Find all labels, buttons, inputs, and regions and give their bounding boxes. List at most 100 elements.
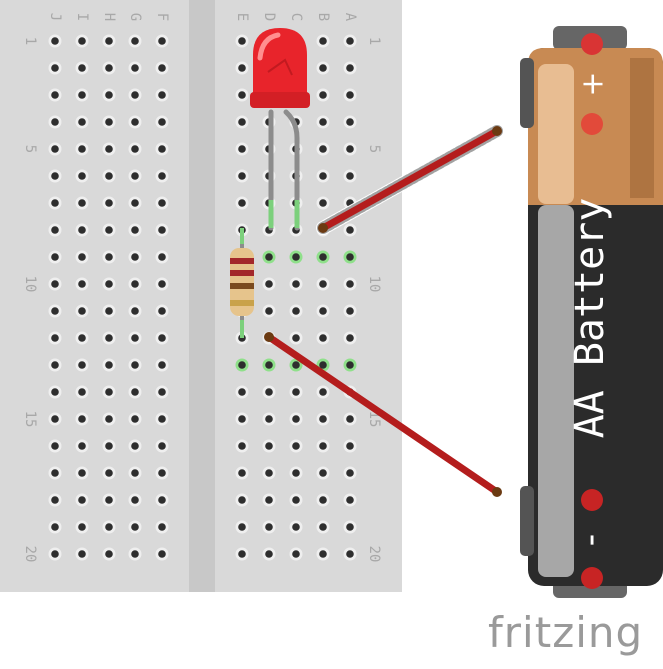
- breadboard-hole[interactable]: [319, 172, 327, 180]
- breadboard-hole[interactable]: [51, 226, 59, 234]
- breadboard-hole[interactable]: [292, 550, 300, 558]
- breadboard-hole[interactable]: [238, 550, 246, 558]
- breadboard-hole[interactable]: [78, 496, 86, 504]
- breadboard-hole[interactable]: [319, 64, 327, 72]
- breadboard-hole[interactable]: [292, 334, 300, 342]
- breadboard-hole[interactable]: [346, 307, 354, 315]
- breadboard-hole[interactable]: [292, 415, 300, 423]
- breadboard-hole[interactable]: [319, 334, 327, 342]
- breadboard-hole[interactable]: [238, 118, 246, 126]
- breadboard-hole[interactable]: [158, 280, 166, 288]
- breadboard-hole[interactable]: [105, 280, 113, 288]
- breadboard-hole[interactable]: [346, 37, 354, 45]
- breadboard-hole[interactable]: [105, 523, 113, 531]
- breadboard-hole[interactable]: [319, 118, 327, 126]
- breadboard-hole[interactable]: [78, 118, 86, 126]
- breadboard-hole[interactable]: [319, 199, 327, 207]
- breadboard-hole[interactable]: [346, 280, 354, 288]
- breadboard-hole[interactable]: [131, 226, 139, 234]
- breadboard-hole[interactable]: [238, 415, 246, 423]
- breadboard-hole[interactable]: [238, 442, 246, 450]
- breadboard-hole[interactable]: [158, 64, 166, 72]
- aa-battery[interactable]: + AA Battery -: [520, 26, 663, 598]
- breadboard-hole[interactable]: [238, 523, 246, 531]
- breadboard-hole[interactable]: [78, 91, 86, 99]
- breadboard-hole[interactable]: [319, 469, 327, 477]
- breadboard-hole[interactable]: [51, 550, 59, 558]
- breadboard-hole[interactable]: [292, 361, 300, 369]
- breadboard-hole[interactable]: [265, 253, 273, 261]
- breadboard-hole[interactable]: [105, 334, 113, 342]
- breadboard-hole[interactable]: [131, 37, 139, 45]
- breadboard-hole[interactable]: [158, 496, 166, 504]
- breadboard-hole[interactable]: [346, 64, 354, 72]
- breadboard-hole[interactable]: [158, 145, 166, 153]
- breadboard-hole[interactable]: [51, 415, 59, 423]
- breadboard-hole[interactable]: [131, 523, 139, 531]
- breadboard-hole[interactable]: [131, 469, 139, 477]
- breadboard-hole[interactable]: [158, 172, 166, 180]
- wire-positive[interactable]: [316, 124, 504, 235]
- breadboard-hole[interactable]: [78, 469, 86, 477]
- breadboard-hole[interactable]: [319, 361, 327, 369]
- breadboard-hole[interactable]: [78, 388, 86, 396]
- breadboard-hole[interactable]: [131, 388, 139, 396]
- breadboard-hole[interactable]: [51, 64, 59, 72]
- breadboard-hole[interactable]: [238, 145, 246, 153]
- breadboard-hole[interactable]: [78, 253, 86, 261]
- breadboard-hole[interactable]: [105, 442, 113, 450]
- breadboard-hole[interactable]: [105, 145, 113, 153]
- breadboard-hole[interactable]: [238, 361, 246, 369]
- breadboard-hole[interactable]: [51, 280, 59, 288]
- breadboard-hole[interactable]: [105, 226, 113, 234]
- breadboard-hole[interactable]: [346, 442, 354, 450]
- breadboard-hole[interactable]: [319, 442, 327, 450]
- breadboard-hole[interactable]: [105, 37, 113, 45]
- breadboard-hole[interactable]: [158, 442, 166, 450]
- breadboard-hole[interactable]: [346, 253, 354, 261]
- breadboard-hole[interactable]: [51, 361, 59, 369]
- breadboard-hole[interactable]: [346, 226, 354, 234]
- breadboard-hole[interactable]: [265, 388, 273, 396]
- breadboard-hole[interactable]: [265, 361, 273, 369]
- breadboard-hole[interactable]: [158, 307, 166, 315]
- breadboard-hole[interactable]: [105, 361, 113, 369]
- breadboard-hole[interactable]: [292, 280, 300, 288]
- breadboard-hole[interactable]: [105, 172, 113, 180]
- breadboard-hole[interactable]: [238, 388, 246, 396]
- breadboard-hole[interactable]: [131, 64, 139, 72]
- breadboard-hole[interactable]: [131, 415, 139, 423]
- breadboard-hole[interactable]: [78, 226, 86, 234]
- breadboard-hole[interactable]: [51, 523, 59, 531]
- breadboard-hole[interactable]: [78, 523, 86, 531]
- breadboard-hole[interactable]: [319, 550, 327, 558]
- breadboard-hole[interactable]: [131, 496, 139, 504]
- breadboard-hole[interactable]: [105, 91, 113, 99]
- breadboard-hole[interactable]: [78, 199, 86, 207]
- breadboard-hole[interactable]: [292, 307, 300, 315]
- breadboard-hole[interactable]: [346, 469, 354, 477]
- breadboard-hole[interactable]: [158, 253, 166, 261]
- breadboard-hole[interactable]: [105, 415, 113, 423]
- breadboard-hole[interactable]: [51, 172, 59, 180]
- breadboard-hole[interactable]: [319, 415, 327, 423]
- breadboard-hole[interactable]: [319, 91, 327, 99]
- breadboard-hole[interactable]: [105, 253, 113, 261]
- breadboard-hole[interactable]: [158, 361, 166, 369]
- breadboard-hole[interactable]: [51, 307, 59, 315]
- breadboard-hole[interactable]: [238, 199, 246, 207]
- breadboard-hole[interactable]: [238, 469, 246, 477]
- breadboard-hole[interactable]: [238, 37, 246, 45]
- breadboard-hole[interactable]: [265, 442, 273, 450]
- breadboard-hole[interactable]: [131, 145, 139, 153]
- breadboard-hole[interactable]: [105, 469, 113, 477]
- breadboard-hole[interactable]: [131, 91, 139, 99]
- breadboard-hole[interactable]: [158, 415, 166, 423]
- breadboard-hole[interactable]: [346, 550, 354, 558]
- breadboard-hole[interactable]: [292, 469, 300, 477]
- breadboard-hole[interactable]: [51, 199, 59, 207]
- breadboard-hole[interactable]: [78, 64, 86, 72]
- breadboard-hole[interactable]: [319, 37, 327, 45]
- breadboard-hole[interactable]: [292, 253, 300, 261]
- breadboard-hole[interactable]: [51, 145, 59, 153]
